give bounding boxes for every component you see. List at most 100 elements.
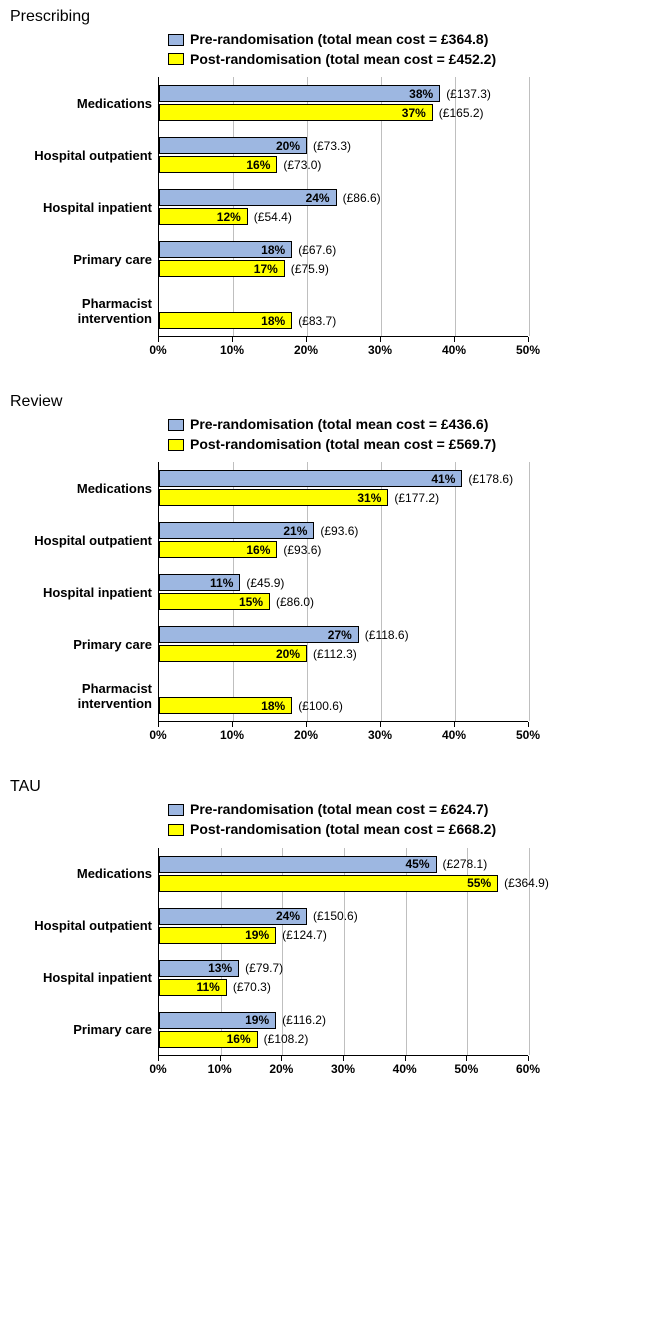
bar-pct: 16% — [227, 1032, 251, 1046]
post-bar: 55% — [159, 875, 498, 892]
tick-mark — [380, 722, 381, 727]
legend-label: Post-randomisation (total mean cost = £6… — [190, 820, 496, 840]
cost-label: (£70.3) — [227, 979, 271, 996]
post-bar: 20% — [159, 645, 307, 662]
bar-group: 18% (£100.6) — [159, 670, 528, 722]
tick-mark — [454, 337, 455, 342]
cost-label: (£278.1) — [437, 856, 488, 873]
bar-group: 41%(£178.6) 31% (£177.2) — [159, 462, 528, 514]
x-tick-label: 20% — [294, 343, 318, 357]
post-bar: 15% — [159, 593, 270, 610]
legend-item: Pre-randomisation (total mean cost = £43… — [168, 415, 488, 435]
bar-pct: 16% — [246, 158, 270, 172]
pre-bar: 21% — [159, 522, 314, 539]
category-label: Hospital inpatient — [8, 566, 158, 618]
cost-label: (£73.3) — [307, 137, 351, 154]
legend-item: Post-randomisation (total mean cost = £5… — [168, 435, 496, 455]
bar-group: 24% (£86.6) 12% (£54.4) — [159, 181, 528, 233]
cost-label: (£73.0) — [277, 156, 321, 173]
pre-bar: 45% — [159, 856, 437, 873]
bar-pct: 38% — [409, 87, 433, 101]
bar-pct: 17% — [254, 262, 278, 276]
bar-pct: 31% — [357, 491, 381, 505]
pre-swatch — [168, 419, 184, 431]
chart-body: MedicationsHospital outpatientHospital i… — [8, 77, 642, 337]
y-labels: MedicationsHospital outpatientHospital i… — [8, 77, 158, 337]
tick-mark — [232, 337, 233, 342]
plot-area: 38% (£137.3) 37% (£165.2) 20% (£73.3) 16% (£73.… — [158, 77, 528, 337]
cost-label: (£100.6) — [292, 697, 343, 714]
category-label: Medications — [8, 462, 158, 514]
cost-label: (£86.6) — [337, 189, 381, 206]
bar-pct: 55% — [467, 876, 491, 890]
plot-area: 45%(£278.1)55%(£364.9)24%(£150.6)19%(£12… — [158, 848, 528, 1056]
post-bar: 16% — [159, 1031, 258, 1048]
cost-label: (£112.3) — [307, 645, 357, 662]
bar-group: 18%(£83.7) — [159, 285, 528, 337]
bar-group: 45%(£278.1)55%(£364.9) — [159, 848, 528, 900]
tick-mark — [454, 722, 455, 727]
cost-label: (£137.3) — [440, 85, 491, 102]
bar-pct: 19% — [245, 928, 269, 942]
bar-pct: 37% — [402, 106, 426, 120]
y-labels: MedicationsHospital outpatientHospital i… — [8, 848, 158, 1056]
legend: Pre-randomisation (total mean cost = £43… — [168, 415, 642, 454]
bar-pct: 24% — [276, 909, 300, 923]
cost-label: (£116.2) — [276, 1012, 326, 1029]
tick-mark — [158, 1056, 159, 1061]
category-label: Medications — [8, 77, 158, 129]
cost-label: (£165.2) — [433, 104, 484, 121]
legend-item: Pre-randomisation (total mean cost = £62… — [168, 800, 488, 820]
post-bar: 18% — [159, 312, 292, 329]
bar-pct: 11% — [210, 576, 233, 590]
x-tick-label: 40% — [442, 728, 466, 742]
post-bar: 11% — [159, 979, 227, 996]
plot-area: 41%(£178.6)31%(£177.2)21%(£93.6)16%(£93.… — [158, 462, 528, 722]
cost-label: (£177.2) — [388, 489, 439, 506]
category-label: Medications — [8, 848, 158, 900]
category-label: Hospital outpatient — [8, 514, 158, 566]
cost-label: (£93.6) — [277, 541, 321, 558]
x-tick-label: 0% — [149, 1062, 166, 1076]
tick-mark — [380, 337, 381, 342]
legend-item: Post-randomisation (total mean cost = £4… — [168, 50, 496, 70]
cost-label: (£178.6) — [462, 470, 513, 487]
tick-mark — [405, 1056, 406, 1061]
bar-pct: 15% — [239, 595, 263, 609]
bar-pct: 18% — [261, 699, 285, 713]
tick-mark — [158, 337, 159, 342]
bar-pct: 24% — [306, 191, 330, 205]
bar-pct: 13% — [208, 961, 232, 975]
legend-item: Pre-randomisation (total mean cost = £36… — [168, 30, 488, 50]
cost-label: (£364.9) — [498, 875, 549, 892]
pre-bar: 18% — [159, 241, 292, 258]
bar-pct: 16% — [246, 543, 270, 557]
bar-pct: 12% — [217, 210, 241, 224]
x-tick-label: 0% — [149, 728, 166, 742]
legend-label: Post-randomisation (total mean cost = £4… — [190, 50, 496, 70]
tick-mark — [232, 722, 233, 727]
tick-mark — [158, 722, 159, 727]
bar-rows: 45%(£278.1)55%(£364.9)24%(£150.6)19%(£12… — [159, 848, 528, 1056]
bar-pct: 20% — [276, 139, 300, 153]
pre-bar: 11% — [159, 574, 240, 591]
x-tick-label: 40% — [442, 343, 466, 357]
post-bar: 31% — [159, 489, 388, 506]
category-label: Primary care — [8, 1004, 158, 1056]
cost-label: (£54.4) — [248, 208, 292, 225]
post-swatch — [168, 53, 184, 65]
x-tick-label: 10% — [220, 343, 244, 357]
bar-group: 13%(£79.7)11%(£70.3) — [159, 952, 528, 1004]
category-label: Hospital outpatient — [8, 900, 158, 952]
y-labels: MedicationsHospital outpatientHospital i… — [8, 462, 158, 722]
tick-mark — [343, 1056, 344, 1061]
legend-label: Pre-randomisation (total mean cost = £43… — [190, 415, 488, 435]
x-tick-label: 10% — [220, 728, 244, 742]
pre-bar: 41% — [159, 470, 462, 487]
bar-group: 27%(£118.6)20%(£112.3) — [159, 618, 528, 670]
category-label: Hospital inpatient — [8, 952, 158, 1004]
chart-body: MedicationsHospital outpatientHospital i… — [8, 848, 642, 1056]
category-label: Primary care — [8, 618, 158, 670]
chart-panel: PrescribingPre-randomisation (total mean… — [8, 8, 642, 365]
cost-label: (£86.0) — [270, 593, 314, 610]
